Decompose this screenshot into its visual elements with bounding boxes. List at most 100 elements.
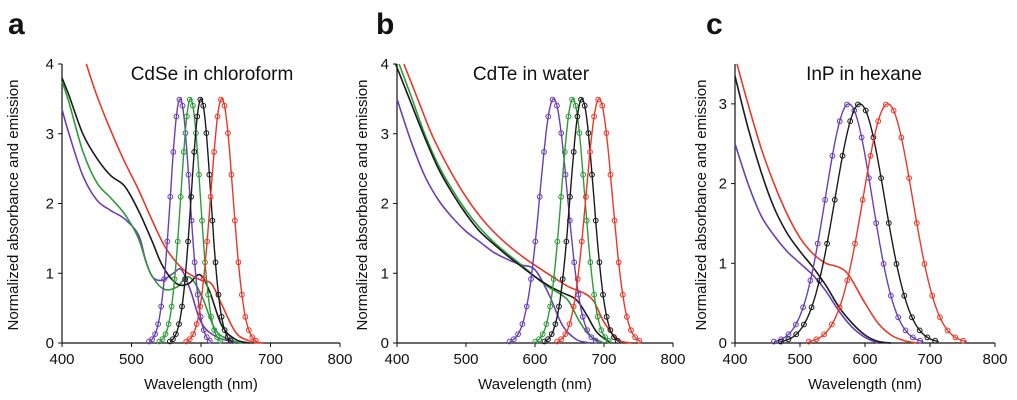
panel-c: c InP in hexane Normalized absorbance an…: [693, 8, 1008, 393]
emission-red-marker: [558, 336, 565, 343]
emission-black-marker: [600, 291, 606, 298]
panel-label: a: [8, 8, 25, 41]
emission-purple-marker: [771, 338, 777, 345]
emission-black-marker: [808, 304, 815, 311]
emission-red-marker: [852, 240, 858, 247]
y-axis-label: Normalized absorbance and emission: [693, 80, 710, 331]
emission-red-marker: [595, 96, 602, 103]
x-tick-label: 800: [982, 351, 1007, 368]
emission-red-marker: [591, 113, 597, 120]
emission-black-marker: [831, 196, 838, 203]
emission-red-marker: [228, 171, 235, 178]
emission-red-marker: [603, 130, 610, 137]
emission-green-marker: [180, 149, 187, 155]
emission-purple-marker: [800, 304, 806, 311]
emission-purple-marker: [541, 149, 547, 155]
emission-red-marker: [813, 336, 820, 343]
emission-red-marker: [197, 303, 204, 310]
emission-black-marker: [847, 118, 854, 125]
emission-red-marker: [952, 334, 959, 341]
emission-black-marker: [862, 107, 869, 114]
emission-black-marker: [552, 321, 559, 328]
x-tick-label: 700: [258, 351, 283, 368]
panel-b: b CdTe in water Normalized absorbance an…: [354, 8, 686, 393]
panel-title: CdTe in water: [473, 64, 590, 85]
emission-black-marker: [197, 96, 204, 103]
emission-green-marker: [159, 336, 166, 343]
emission-green-curve: [535, 98, 611, 343]
x-tick-label: 400: [49, 351, 74, 368]
emission-red-marker: [599, 102, 606, 109]
emission-red-marker: [821, 331, 827, 338]
emission-black-marker: [816, 277, 823, 284]
emission-black-marker: [191, 149, 198, 155]
emission-black-marker: [611, 334, 617, 341]
emission-green-marker: [211, 327, 218, 334]
x-tick-label: 700: [917, 351, 942, 368]
emission-black-marker: [218, 313, 225, 320]
emission-purple-marker: [523, 303, 530, 310]
emission-black-marker: [855, 101, 861, 108]
emission-purple-marker: [152, 331, 159, 338]
emission-purple-marker: [536, 193, 543, 200]
emission-black-marker: [924, 334, 931, 341]
y-tick-label: 2: [719, 176, 727, 193]
y-tick-label: 3: [46, 126, 54, 143]
emission-black-marker: [581, 102, 588, 109]
emission-black-marker: [179, 303, 185, 310]
emission-black-marker: [893, 261, 900, 267]
axis-ticks: 400 500 600 700 800 0 1 2 3 4: [46, 56, 353, 368]
emission-black-marker: [885, 220, 892, 227]
emission-purple-marker: [173, 113, 180, 120]
emission-purple-curve: [773, 103, 924, 343]
emission-red-marker: [844, 277, 851, 284]
emission-black-marker: [614, 337, 621, 344]
emission-green-marker: [214, 334, 221, 341]
y-tick-label: 1: [719, 255, 727, 272]
emission-purple-marker: [909, 334, 916, 341]
x-tick-label: 500: [787, 351, 812, 368]
absorbance-purple-curve: [734, 143, 879, 344]
emission-green-marker: [554, 238, 561, 245]
emission-purple-marker: [592, 337, 599, 344]
emission-green-marker: [558, 193, 564, 200]
emission-black-curve: [544, 98, 620, 343]
emission-red-marker: [898, 134, 905, 141]
emission-red-marker: [587, 149, 593, 155]
emission-black-marker: [545, 336, 551, 343]
emission-purple-marker: [858, 134, 865, 141]
emission-red-marker: [619, 291, 626, 298]
emission-red-marker: [252, 337, 259, 344]
absorbance-red-curve: [85, 63, 264, 344]
emission-red-marker: [883, 101, 889, 108]
panel-a: a CdSe in chloroform Normalized absorban…: [5, 8, 353, 393]
emission-green-marker: [190, 102, 196, 109]
emission-green-marker: [605, 337, 612, 344]
emission-green-marker: [569, 96, 575, 103]
emission-red-marker: [611, 217, 618, 224]
emission-purple-marker: [158, 303, 165, 310]
plot-curves: [61, 63, 264, 345]
emission-red-marker: [566, 321, 573, 328]
emission-purple-marker: [571, 259, 578, 266]
emission-black-marker: [909, 314, 915, 321]
emission-green-marker: [171, 276, 178, 283]
emission-purple-marker: [206, 337, 213, 344]
emission-purple-marker: [164, 238, 171, 245]
emission-green-marker: [572, 102, 579, 109]
emission-black-marker: [194, 113, 201, 120]
emission-red-marker: [239, 291, 245, 298]
emission-purple-marker: [829, 152, 836, 159]
emission-red-marker: [859, 196, 866, 203]
emission-black-marker: [824, 240, 830, 247]
panel-title: InP in hexane: [806, 64, 922, 85]
emission-green-marker: [536, 336, 542, 343]
emission-red-marker: [225, 130, 231, 137]
y-tick-label: 0: [381, 335, 389, 352]
emission-black-marker: [592, 217, 599, 224]
y-tick-label: 0: [719, 335, 727, 352]
emission-black-marker: [185, 238, 192, 245]
emission-green-marker: [598, 327, 605, 334]
x-tick-label: 800: [660, 351, 685, 368]
